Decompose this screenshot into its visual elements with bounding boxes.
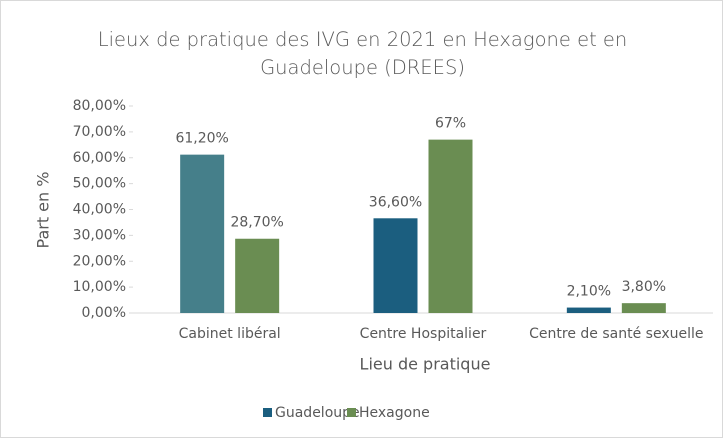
y-tick-label: 50,00% (73, 176, 126, 192)
bar (566, 307, 611, 313)
legend-swatch (263, 408, 272, 417)
data-label: 61,20% (175, 131, 228, 147)
y-tick-label: 60,00% (73, 150, 126, 166)
y-tick-label: 20,00% (73, 253, 126, 269)
y-tick-label: 80,00% (73, 98, 126, 114)
x-axis-label: Lieu de pratique (360, 355, 491, 374)
x-tick-label: Centre Hospitalier (360, 326, 487, 342)
legend-label: Guadeloupe (275, 405, 360, 421)
legend-label: Hexagone (359, 405, 430, 421)
y-tick-label: 10,00% (73, 279, 126, 295)
y-tick-label: 0,00% (82, 305, 126, 321)
data-label: 28,70% (230, 215, 283, 231)
bar (373, 218, 418, 313)
y-axis-label: Part en % (34, 172, 53, 249)
bar (621, 303, 666, 313)
data-label: 2,10% (567, 284, 611, 300)
x-tick-label: Cabinet libéral (179, 326, 281, 342)
chart-title: Lieux de pratique des IVG en 2021 en Hex… (97, 28, 628, 79)
bar (235, 238, 280, 313)
y-tick-label: 70,00% (73, 124, 126, 140)
data-label: 3,80% (622, 279, 666, 295)
x-tick-label: Centre de santé sexuelle (529, 326, 703, 342)
bar (428, 139, 473, 313)
legend-swatch (347, 408, 356, 417)
bar (180, 154, 225, 313)
y-tick-label: 30,00% (73, 227, 126, 243)
y-tick-label: 40,00% (73, 202, 126, 218)
data-label: 36,60% (369, 194, 422, 210)
data-label: 67% (435, 116, 466, 132)
